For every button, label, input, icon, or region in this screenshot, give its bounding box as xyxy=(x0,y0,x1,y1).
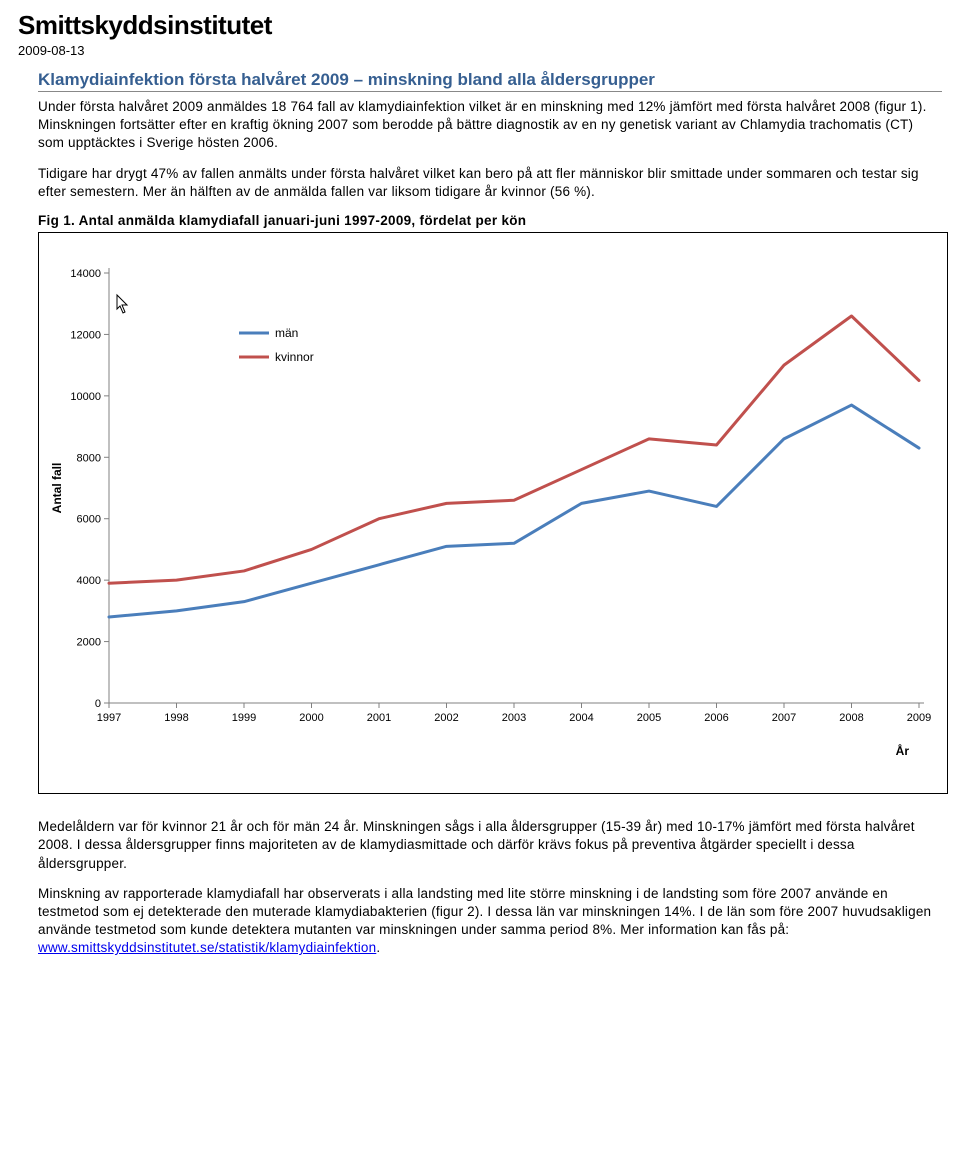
svg-text:män: män xyxy=(275,326,298,340)
svg-text:14000: 14000 xyxy=(70,268,101,280)
svg-text:12000: 12000 xyxy=(70,330,101,342)
headline: Klamydiainfektion första halvåret 2009 –… xyxy=(38,70,942,92)
svg-text:1999: 1999 xyxy=(232,712,256,724)
svg-text:2002: 2002 xyxy=(434,712,458,724)
svg-text:8000: 8000 xyxy=(77,452,101,464)
svg-text:2000: 2000 xyxy=(77,637,101,649)
svg-text:4000: 4000 xyxy=(77,575,101,587)
fig1-chart: 0 2000 4000 6000 8000 10000 12000 14000 Antal fa… xyxy=(38,232,948,794)
doc-date: 2009-08-13 xyxy=(18,43,942,58)
svg-text:2008: 2008 xyxy=(839,712,863,724)
svg-text:2007: 2007 xyxy=(772,712,796,724)
line-chart-svg: 0 2000 4000 6000 8000 10000 12000 14000 Antal fa… xyxy=(39,233,947,793)
svg-text:År: År xyxy=(896,743,910,758)
svg-text:2006: 2006 xyxy=(704,712,728,724)
svg-text:2009: 2009 xyxy=(907,712,931,724)
paragraph-4b: . xyxy=(376,940,380,955)
stats-link[interactable]: www.smittskyddsinstitutet.se/statistik/k… xyxy=(38,940,376,955)
svg-text:2001: 2001 xyxy=(367,712,391,724)
svg-text:2003: 2003 xyxy=(502,712,526,724)
svg-text:1997: 1997 xyxy=(97,712,121,724)
paragraph-2: Tidigare har drygt 47% av fallen anmälts… xyxy=(38,165,942,201)
svg-text:2000: 2000 xyxy=(299,712,323,724)
svg-text:0: 0 xyxy=(95,698,101,710)
svg-text:2004: 2004 xyxy=(569,712,593,724)
svg-text:kvinnor: kvinnor xyxy=(275,350,314,364)
fig1-caption: Fig 1. Antal anmälda klamydiafall januar… xyxy=(38,213,942,228)
svg-text:2005: 2005 xyxy=(637,712,661,724)
paragraph-4a: Minskning av rapporterade klamydiafall h… xyxy=(38,886,931,937)
svg-text:6000: 6000 xyxy=(77,514,101,526)
org-title: Smittskyddsinstitutet xyxy=(18,10,942,41)
svg-text:1998: 1998 xyxy=(164,712,188,724)
paragraph-3: Medelåldern var för kvinnor 21 år och fö… xyxy=(38,818,942,873)
svg-text:Antal fall: Antal fall xyxy=(50,463,64,514)
paragraph-1: Under första halvåret 2009 anmäldes 18 7… xyxy=(38,98,942,153)
paragraph-4: Minskning av rapporterade klamydiafall h… xyxy=(38,885,942,958)
svg-text:10000: 10000 xyxy=(70,391,101,403)
